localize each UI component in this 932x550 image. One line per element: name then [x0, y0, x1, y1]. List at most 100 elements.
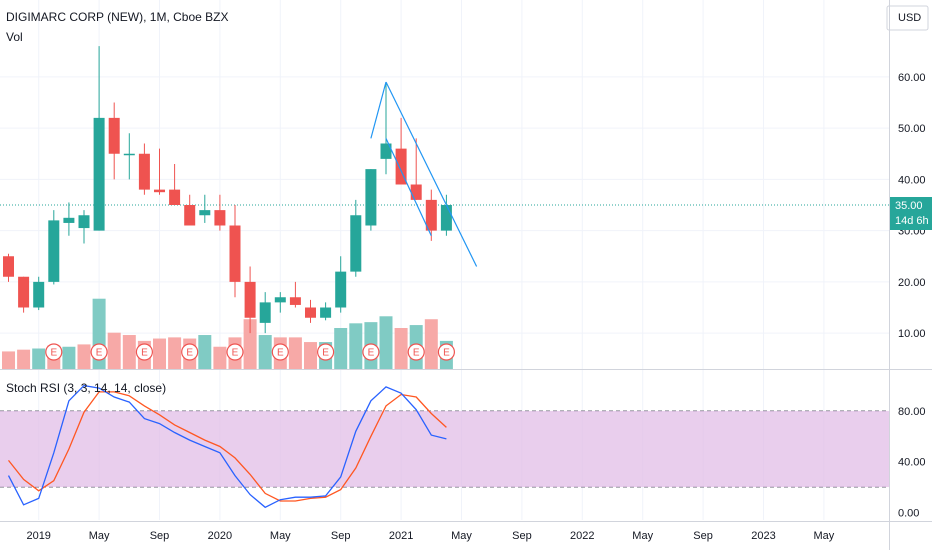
- pattern-layer[interactable]: [370, 81, 478, 267]
- candle-body[interactable]: [78, 215, 90, 229]
- volume-bar: [32, 348, 46, 369]
- pattern-trendline[interactable]: [385, 138, 432, 237]
- volume-bar: [304, 342, 317, 369]
- time-tick-label: 2023: [751, 530, 775, 542]
- candle-body[interactable]: [48, 220, 60, 282]
- volume-bar: [379, 316, 393, 369]
- time-tick-label: 2021: [389, 530, 413, 542]
- candle-body[interactable]: [108, 117, 120, 154]
- volume-bar: [349, 323, 363, 369]
- candle-body[interactable]: [169, 189, 181, 205]
- earnings-marker-circle: [407, 343, 425, 361]
- candle-body[interactable]: [425, 199, 437, 231]
- time-tick-label: May: [632, 530, 653, 542]
- volume-bar: [243, 319, 257, 369]
- earnings-marker-label: E: [50, 348, 57, 359]
- rsi-tick-label: 80.00: [898, 406, 926, 418]
- earnings-marker[interactable]: E: [437, 343, 455, 361]
- earnings-marker-label: E: [141, 348, 148, 359]
- earnings-marker[interactable]: E: [45, 343, 63, 361]
- volume-bar: [62, 346, 76, 369]
- candle-body[interactable]: [33, 281, 45, 308]
- candle-body[interactable]: [259, 302, 271, 323]
- candle-body[interactable]: [229, 225, 241, 282]
- earnings-marker[interactable]: E: [90, 343, 108, 361]
- earnings-marker-circle: [181, 343, 199, 361]
- candle-body[interactable]: [3, 256, 14, 277]
- volume-bar: [258, 335, 272, 369]
- time-tick-label: May: [89, 530, 110, 542]
- candle-body[interactable]: [199, 210, 211, 216]
- candle-body[interactable]: [93, 117, 105, 231]
- earnings-marker-label: E: [96, 348, 103, 359]
- earnings-marker-circle: [90, 343, 108, 361]
- volume-bar: [288, 337, 302, 369]
- earnings-marker[interactable]: E: [317, 343, 335, 361]
- earnings-marker[interactable]: E: [362, 343, 380, 361]
- earnings-marker-circle: [437, 343, 455, 361]
- candle-body[interactable]: [380, 143, 392, 159]
- earnings-marker[interactable]: E: [181, 343, 199, 361]
- time-tick-label: Sep: [693, 530, 713, 542]
- price-tick-label: 60.00: [898, 72, 926, 84]
- time-tick-label: 2020: [208, 530, 232, 542]
- candle-body[interactable]: [410, 184, 422, 200]
- earnings-marker-circle: [362, 343, 380, 361]
- volume-bar: [77, 344, 91, 369]
- candle-body[interactable]: [154, 189, 165, 193]
- earnings-marker-circle: [317, 343, 335, 361]
- candle-body[interactable]: [289, 297, 301, 305]
- candle-body[interactable]: [335, 271, 347, 308]
- earnings-marker-circle: [271, 343, 289, 361]
- earnings-marker-label: E: [443, 348, 450, 359]
- candle-body[interactable]: [440, 205, 452, 231]
- earnings-marker[interactable]: E: [271, 343, 289, 361]
- volume-bar: [168, 337, 182, 369]
- volume-bar: [107, 332, 121, 369]
- last-price-value: 35.00: [895, 200, 923, 212]
- candle-body[interactable]: [63, 217, 75, 223]
- candle-body[interactable]: [138, 153, 150, 190]
- last-price-countdown: 14d 6h: [895, 215, 929, 227]
- stoch-rsi-k-line: [7, 384, 447, 509]
- earnings-marker-label: E: [186, 348, 193, 359]
- earnings-marker[interactable]: E: [407, 343, 425, 361]
- candle-body[interactable]: [395, 148, 407, 185]
- price-tick-label: 50.00: [898, 123, 926, 135]
- candle-body[interactable]: [123, 153, 135, 156]
- candle-body[interactable]: [244, 281, 256, 318]
- pattern-trendline[interactable]: [370, 81, 387, 139]
- price-tick-label: 10.00: [898, 328, 926, 340]
- time-tick-label: Sep: [150, 530, 170, 542]
- candle-body[interactable]: [184, 205, 196, 226]
- candle-body[interactable]: [214, 210, 226, 226]
- earnings-marker[interactable]: E: [226, 343, 244, 361]
- time-tick-label: Sep: [331, 530, 351, 542]
- earnings-marker-circle: [226, 343, 244, 361]
- last-price-tag: [890, 197, 932, 230]
- candle-body[interactable]: [320, 307, 332, 318]
- rsi-tick-label: 40.00: [898, 457, 926, 469]
- chart-title: DIGIMARC CORP (NEW), 1M, Cboe BZX: [6, 10, 228, 24]
- candle-layer[interactable]: [3, 46, 452, 334]
- earnings-marker-circle: [45, 343, 63, 361]
- candle-body[interactable]: [305, 307, 316, 318]
- candle-body[interactable]: [274, 297, 286, 303]
- candle-body[interactable]: [365, 169, 377, 226]
- candle-body[interactable]: [350, 215, 362, 272]
- volume-bar: [122, 335, 136, 369]
- volume-label: Vol: [6, 30, 23, 44]
- earnings-marker-label: E: [277, 348, 284, 359]
- volume-bar: [334, 328, 348, 369]
- rsi-layer: [7, 384, 447, 509]
- earnings-marker-label: E: [413, 348, 420, 359]
- volume-bar: [198, 335, 212, 369]
- earnings-marker[interactable]: E: [135, 343, 153, 361]
- candle-body[interactable]: [18, 276, 30, 308]
- pattern-trendline[interactable]: [385, 81, 478, 267]
- currency-box[interactable]: [886, 5, 929, 31]
- rsi-band: [0, 410, 889, 488]
